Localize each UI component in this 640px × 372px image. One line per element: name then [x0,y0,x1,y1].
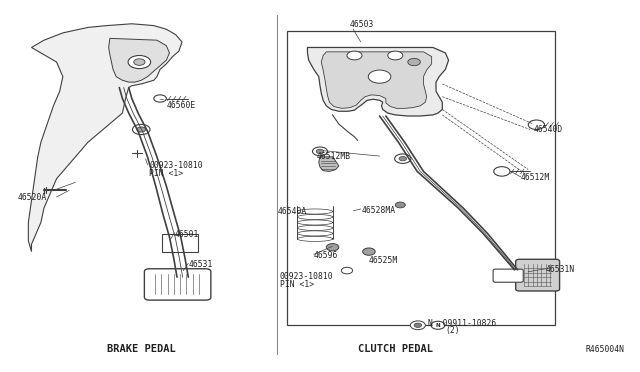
Circle shape [341,267,353,274]
Text: 46531: 46531 [188,260,212,269]
Text: CLUTCH PEDAL: CLUTCH PEDAL [358,344,433,354]
Text: 46531N: 46531N [546,265,575,274]
Text: 00923-10810: 00923-10810 [280,272,333,281]
Text: PIN <1>: PIN <1> [149,169,184,178]
Bar [162,234,198,252]
Circle shape [388,51,403,60]
FancyBboxPatch shape [145,269,211,300]
Text: N  09911-10826: N 09911-10826 [428,318,496,328]
Polygon shape [28,24,182,251]
Text: 00923-10810: 00923-10810 [149,161,203,170]
Circle shape [493,167,510,176]
Text: 46512MB: 46512MB [317,153,351,161]
Text: 46540D: 46540D [533,125,563,134]
Bar [287,31,556,325]
Text: 46520A: 46520A [18,193,47,202]
FancyBboxPatch shape [493,269,524,282]
Circle shape [431,321,445,329]
Circle shape [368,70,391,83]
Polygon shape [307,48,449,116]
Circle shape [363,248,375,255]
Text: 46501: 46501 [175,230,199,238]
Text: R465004N: R465004N [585,345,624,354]
Circle shape [134,59,145,65]
Polygon shape [321,52,431,108]
Text: N: N [436,323,440,328]
Text: (2): (2) [445,326,460,335]
Text: PIN <1>: PIN <1> [280,280,314,289]
Circle shape [128,55,150,68]
Text: BRAKE PEDAL: BRAKE PEDAL [107,344,175,354]
Circle shape [410,321,426,330]
Circle shape [528,120,545,129]
Circle shape [408,58,420,66]
Circle shape [395,154,411,163]
Text: 46540A: 46540A [277,207,307,216]
FancyBboxPatch shape [516,259,559,291]
Text: 46528MA: 46528MA [362,206,396,215]
Circle shape [414,323,422,327]
Text: 46560E: 46560E [166,101,196,110]
Text: 46503: 46503 [350,20,374,29]
Circle shape [316,149,324,154]
Circle shape [347,51,362,60]
Circle shape [137,127,146,132]
Circle shape [312,147,328,156]
Polygon shape [319,157,339,171]
Text: 46512M: 46512M [521,173,550,183]
Polygon shape [109,38,170,82]
Circle shape [326,244,339,251]
Text: 46525M: 46525M [369,256,398,265]
Circle shape [396,202,405,208]
Circle shape [399,157,406,161]
Circle shape [132,124,150,135]
Text: 46596: 46596 [314,251,338,260]
